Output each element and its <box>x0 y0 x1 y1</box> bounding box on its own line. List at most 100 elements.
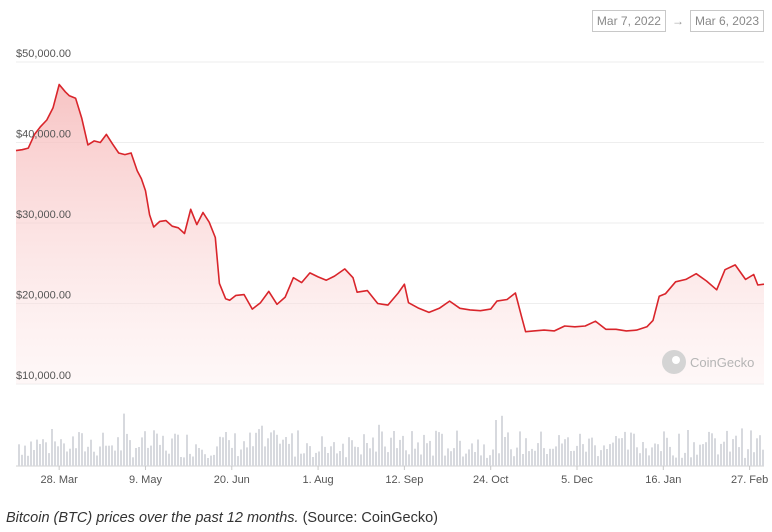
volume-bar <box>231 447 233 466</box>
volume-bar <box>519 431 521 466</box>
volume-bar <box>495 420 497 466</box>
volume-bar <box>390 437 392 466</box>
volume-bar <box>225 432 227 466</box>
volume-bar <box>255 432 257 466</box>
volume-bar <box>60 439 62 466</box>
volume-bar <box>180 457 182 466</box>
volume-bar <box>387 452 389 466</box>
volume-bar <box>378 424 380 466</box>
volume-bar <box>303 453 305 466</box>
volume-bar <box>177 434 179 466</box>
volume-bar <box>576 445 578 466</box>
volume-bar <box>357 447 359 466</box>
volume-bar <box>48 453 50 466</box>
volume-bar <box>345 457 347 466</box>
price-line <box>15 83 765 333</box>
volume-bar <box>648 455 650 466</box>
volume-bar <box>654 443 656 466</box>
volume-bar <box>606 449 608 466</box>
volume-bar <box>546 454 548 466</box>
volume-bar <box>414 448 416 466</box>
volume-bar <box>249 432 251 466</box>
volume-bar <box>372 437 374 466</box>
volume-bar <box>237 456 239 466</box>
volume-bar <box>636 447 638 466</box>
volume-bar <box>192 456 194 466</box>
x-tick-label: 9. May <box>129 474 163 486</box>
volume-bar <box>657 444 659 466</box>
volume-bar <box>666 437 668 466</box>
volume-bar <box>186 434 188 466</box>
volume-bar <box>669 446 671 466</box>
volume-bar <box>321 436 323 466</box>
volume-bar <box>498 453 500 466</box>
volume-bar <box>156 433 158 466</box>
volume-bar <box>612 442 614 466</box>
x-tick-label: 16. Jan <box>645 474 681 486</box>
volume-bar <box>300 453 302 466</box>
volume-bar <box>744 457 746 466</box>
volume-bar <box>318 451 320 466</box>
volume-bar <box>150 445 152 466</box>
range-end-input[interactable]: Mar 6, 2023 <box>689 10 764 32</box>
caption-source: (Source: CoinGecko) <box>298 510 438 526</box>
volume-bar <box>609 444 611 466</box>
volume-bar <box>450 451 452 466</box>
date-range-selector: Mar 7, 2022 → Mar 6, 2023 <box>591 10 764 32</box>
volume-bar <box>204 454 206 466</box>
price-area <box>16 84 764 384</box>
volume-bar <box>207 458 209 466</box>
x-axis: 28. Mar 9. May 20. Jun 1. Aug 12. Sep 24. Oct… <box>41 466 768 486</box>
volume-bar <box>360 454 362 466</box>
volume-bar <box>480 455 482 466</box>
volume-bar <box>93 451 95 466</box>
volume-bar <box>210 455 212 466</box>
volume-bar <box>315 452 317 466</box>
volume-bar <box>243 441 245 466</box>
range-start-input[interactable]: Mar 7, 2022 <box>591 10 666 32</box>
volume-bar <box>168 453 170 466</box>
y-tick-label: $30,000.00 <box>16 209 71 221</box>
volume-bar <box>522 454 524 466</box>
volume-bar <box>477 439 479 466</box>
volume-bar <box>90 439 92 466</box>
volume-bar <box>267 438 269 466</box>
volume-bar <box>711 433 713 466</box>
volume-bar <box>57 446 59 466</box>
volume-bar <box>738 447 740 466</box>
volume-bar <box>132 457 134 466</box>
volume-bar <box>117 437 119 466</box>
volume-bar <box>111 445 113 466</box>
volume-bar <box>336 453 338 466</box>
volume-bar <box>102 432 104 466</box>
volume-bar <box>81 433 83 466</box>
volume-bar <box>366 443 368 466</box>
volume-bar <box>279 443 281 466</box>
volume-bar <box>489 455 491 466</box>
volume-bar <box>510 449 512 466</box>
volume-bar <box>99 446 101 466</box>
volume-bar <box>678 433 680 466</box>
volume-bar <box>252 446 254 466</box>
volume-bar <box>126 433 128 466</box>
figure-caption: Bitcoin (BTC) prices over the past 12 mo… <box>6 510 438 526</box>
volume-bar <box>342 443 344 466</box>
volume-bar <box>681 457 683 466</box>
volume-bar <box>354 446 356 466</box>
volume-bar <box>72 436 74 466</box>
volume-bar <box>141 437 143 466</box>
x-tick-label: 1. Aug <box>302 474 333 486</box>
volume-bar <box>753 452 755 466</box>
volume-bar <box>708 431 710 466</box>
volume-bar <box>447 448 449 466</box>
volume-bar <box>264 446 266 466</box>
volume-bar <box>486 457 488 466</box>
volume-bar <box>219 436 221 466</box>
volume-bar <box>228 440 230 466</box>
volume-bar <box>759 435 761 466</box>
volume-bar <box>468 449 470 466</box>
volume-bar <box>288 443 290 466</box>
watermark-label: CoinGecko <box>690 354 755 370</box>
volume-bar <box>183 457 185 466</box>
volume-bar <box>105 445 107 466</box>
